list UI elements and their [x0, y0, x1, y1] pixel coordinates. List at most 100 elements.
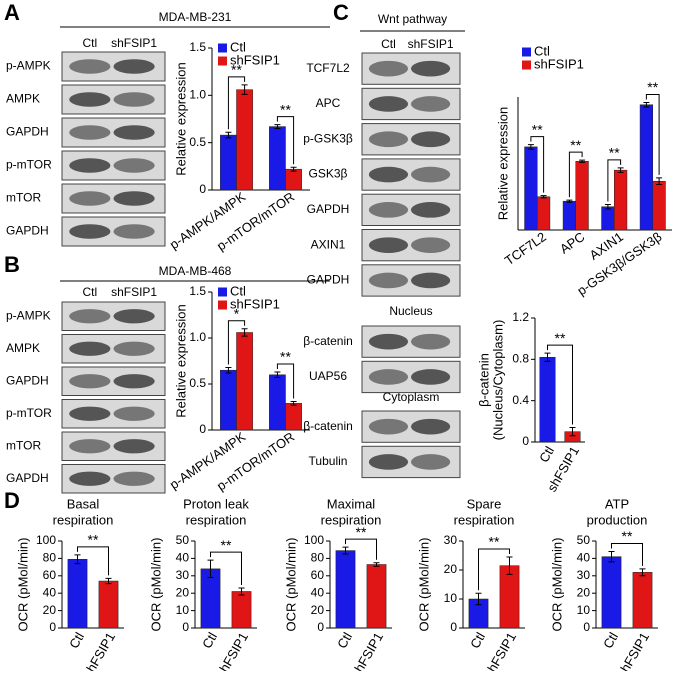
blot-band [69, 224, 111, 239]
y-tick-label: 20 [43, 603, 57, 617]
blot-band [69, 439, 111, 454]
significance-label: ** [647, 79, 658, 95]
y-axis-label: OCR (pMol/min) [148, 538, 163, 632]
error-bar [566, 199, 573, 203]
legend-label: shFSIP1 [534, 56, 584, 71]
bar [236, 89, 253, 191]
row-label: β-catenin [303, 419, 353, 433]
significance-label: ** [609, 145, 620, 161]
bar [562, 200, 576, 231]
panel-label: D [4, 488, 20, 513]
error-bar [241, 328, 248, 337]
y-tick-label: 40 [577, 551, 591, 565]
row-label: p-GSK3β [303, 131, 353, 145]
chart-title: Maximal [327, 496, 376, 511]
x-tick-label: Ctl [467, 630, 488, 651]
y-tick-label: 50 [176, 533, 190, 547]
column-label: shFSIP1 [408, 37, 454, 51]
y-axis-label: OCR (pMol/min) [416, 538, 431, 632]
y-tick-label: 0.5 [189, 376, 206, 390]
y-tick-label: 20 [176, 585, 190, 599]
blot-band [113, 374, 155, 389]
error-bar [639, 568, 646, 577]
panel-label: B [4, 252, 20, 277]
y-tick-label: 100 [304, 533, 324, 547]
x-tick-label: Ctl [536, 444, 557, 465]
blot-band [411, 333, 451, 350]
legend-swatch [218, 43, 227, 53]
x-tick-label: shFSIP1 [481, 630, 519, 671]
section-title: Nucleus [389, 304, 432, 318]
blot-band [113, 341, 155, 356]
legend-label: Ctl [230, 39, 246, 54]
y-tick-label: 1.0 [189, 88, 206, 102]
y-tick-label: 30 [444, 533, 458, 547]
legend-swatch [218, 56, 227, 66]
error-bar [241, 84, 248, 95]
blot-band [69, 59, 111, 74]
significance-label: ** [88, 532, 99, 548]
row-label: p-mTOR [6, 158, 52, 172]
blot-band [69, 191, 111, 206]
significance-label: ** [280, 101, 291, 117]
y-axis-label: Relative expression [173, 304, 188, 417]
blot-band [69, 341, 111, 356]
significance-bracket [77, 546, 109, 576]
bar [269, 126, 286, 191]
y-tick-label: 80 [43, 551, 57, 565]
y-tick-label: 60 [43, 568, 57, 582]
row-label: AMPK [6, 92, 40, 106]
column-label: Ctl [82, 285, 97, 299]
bar [632, 572, 653, 629]
bar [67, 559, 88, 629]
error-bar [105, 577, 112, 585]
significance-label: ** [555, 330, 566, 346]
legend-swatch [522, 60, 531, 70]
blot-band [411, 237, 451, 253]
blot-band [368, 454, 409, 470]
y-axis-label: (Nucleus/Cytoplasm) [490, 320, 505, 441]
row-label: GSK3β [309, 167, 348, 181]
y-tick-label: 10 [176, 603, 190, 617]
row-label: GAPDH [6, 224, 49, 238]
blot-band [69, 374, 111, 389]
bar [285, 403, 302, 431]
chart-title: Basal [67, 496, 100, 511]
blot-band [113, 224, 155, 239]
y-tick-label: 1.5 [189, 40, 206, 54]
significance-bracket [276, 116, 295, 165]
blot-band [368, 202, 409, 218]
blot-band [113, 92, 155, 107]
y-tick-label: 1.0 [189, 330, 206, 344]
bar [98, 580, 119, 629]
y-tick-label: 80 [311, 551, 325, 565]
bar [335, 550, 356, 629]
significance-label: ** [221, 537, 232, 553]
error-bar [608, 550, 615, 563]
chart-title: respiration [321, 512, 382, 527]
error-bar [225, 366, 232, 374]
blot-band [113, 406, 155, 421]
error-bar [225, 131, 232, 139]
blot-band [113, 59, 155, 74]
y-tick-label: 40 [43, 585, 57, 599]
y-tick-label: 30 [176, 568, 190, 582]
bar [269, 374, 286, 431]
y-tick-label: 10 [577, 603, 591, 617]
y-tick-label: 0.4 [512, 393, 529, 407]
x-tick-label: shFSIP1 [348, 630, 386, 671]
blot-band [368, 333, 409, 350]
blot-band [113, 158, 155, 173]
significance-label: ** [570, 137, 581, 153]
row-label: TCF7L2 [306, 61, 350, 75]
significance-bracket [478, 548, 510, 591]
error-bar [290, 166, 297, 172]
y-tick-label: 20 [444, 562, 458, 576]
legend-swatch [522, 47, 531, 57]
error-bar [604, 204, 611, 210]
bar [537, 196, 551, 231]
x-tick-label: TCF7L2 [502, 229, 549, 268]
y-tick-label: 0 [182, 620, 189, 634]
blot-band [69, 471, 111, 486]
blot-band [368, 131, 409, 148]
